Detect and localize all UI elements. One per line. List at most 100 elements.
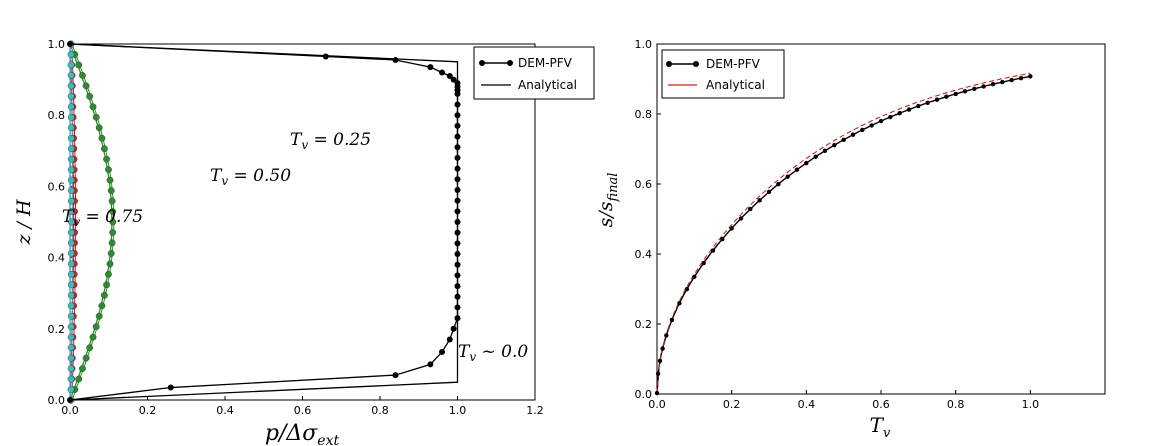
- left-legend-dem-marker-2: [507, 60, 513, 66]
- dem-point: [67, 281, 75, 289]
- dem-point: [67, 51, 75, 58]
- dem-point: [67, 344, 75, 352]
- dem-point-tv0: [454, 304, 461, 311]
- dem-point: [92, 323, 100, 331]
- right-y-tick-label: 0.0: [635, 388, 653, 401]
- dem-point: [67, 239, 75, 247]
- analytical-settlement-curve: [656, 72, 1031, 394]
- dem-settlement-point: [757, 198, 762, 203]
- annotation-tv-075: Tv = 0.75: [62, 207, 143, 229]
- dem-point: [100, 291, 108, 299]
- dem-point: [67, 302, 75, 310]
- dem-point-tv0: [454, 197, 461, 204]
- dem-point: [67, 134, 75, 142]
- dem-point: [67, 92, 75, 100]
- dem-point: [95, 124, 103, 132]
- dem-point: [109, 208, 117, 215]
- left-x-tick-label: 1.0: [449, 404, 467, 417]
- dem-point: [67, 166, 75, 174]
- dem-point: [67, 124, 75, 132]
- dem-point-tv0: [454, 240, 461, 247]
- dem-point: [67, 260, 75, 268]
- dem-point-tv0: [454, 112, 461, 119]
- dem-point-tv0: [454, 101, 461, 108]
- dem-point-tv0: [67, 41, 73, 47]
- dem-point: [108, 197, 116, 205]
- left-x-tick-label: 0.8: [371, 404, 389, 417]
- dem-point: [109, 218, 117, 226]
- dem-settlement-point: [990, 81, 996, 87]
- annotation-tv-025: Tv = 0.25: [290, 130, 371, 152]
- right-y-tick-label: 0.2: [635, 318, 653, 331]
- right-x-tick-label: 0.6: [872, 398, 890, 411]
- dem-point: [67, 323, 75, 331]
- dem-point-tv0: [454, 208, 461, 215]
- dem-point-tv0: [454, 186, 461, 193]
- dem-settlement-point: [1009, 77, 1014, 83]
- dem-point-tv0: [427, 361, 434, 368]
- right-legend-box: [661, 49, 785, 99]
- dem-point-tv0: [67, 397, 73, 403]
- dem-settlement-point: [925, 100, 930, 105]
- left-x-axis-label: p/Δσext: [265, 421, 340, 446]
- left-legend-dem-marker-1: [479, 60, 485, 66]
- dem-settlement-point: [729, 226, 734, 231]
- dem-settlement-point: [934, 97, 940, 102]
- left-x-tick-label: 0.6: [294, 404, 312, 417]
- dem-point: [75, 375, 83, 383]
- dem-point-tv0: [450, 76, 457, 83]
- dem-point-tv0: [454, 229, 461, 236]
- dem-point: [67, 312, 75, 320]
- dem-point: [86, 344, 94, 352]
- dem-point: [67, 208, 75, 215]
- left-x-tick-label: 1.2: [526, 404, 544, 417]
- dem-point: [67, 218, 75, 226]
- dem-point-tv0: [427, 64, 434, 71]
- dem-settlement-point: [794, 167, 800, 172]
- dem-point: [67, 187, 75, 194]
- dem-settlement-point: [944, 94, 949, 99]
- dem-point: [106, 260, 114, 268]
- dem-point: [109, 229, 117, 236]
- dem-point-tv0: [454, 133, 461, 140]
- dem-settlement-point: [1018, 75, 1024, 81]
- dem-settlement-point: [766, 189, 772, 195]
- dem-settlement-point: [953, 91, 958, 97]
- right-y-tick-label: 0.4: [635, 248, 653, 261]
- annotation-tv-00: Tv ~ 0.0: [458, 342, 528, 364]
- dem-settlement-point: [738, 216, 744, 221]
- dem-settlement-point: [657, 358, 663, 364]
- right-legend: DEM-PFV Analytical: [661, 49, 785, 99]
- dem-settlement-point: [710, 248, 716, 253]
- dem-point: [67, 270, 75, 278]
- right-x-tick-label: 0.2: [723, 398, 741, 411]
- dem-point-tv0: [454, 315, 461, 322]
- dem-settlement-point: [669, 317, 675, 323]
- dem-point-tv0: [446, 73, 453, 80]
- dem-settlement-point: [1028, 74, 1033, 79]
- dem-point: [92, 113, 100, 121]
- right-curves: [654, 72, 1033, 396]
- dem-point-tv0: [454, 122, 461, 129]
- dem-point: [67, 72, 75, 79]
- dem-point: [82, 354, 90, 362]
- dem-point: [106, 176, 114, 184]
- dem-settlement-point: [962, 89, 968, 94]
- dem-point: [105, 166, 112, 174]
- left-curves: [67, 40, 461, 404]
- right-y-tick-labels: 0.0 0.2 0.4 0.6 0.8 1.0: [635, 38, 661, 401]
- dem-point: [98, 134, 106, 142]
- left-x-tick-label: 0.4: [216, 404, 234, 417]
- dem-point: [75, 61, 83, 69]
- dem-settlement-point: [785, 174, 790, 179]
- dem-point: [89, 103, 97, 111]
- dem-point: [67, 176, 75, 184]
- dem-settlement-point: [813, 154, 818, 159]
- dem-settlement-point: [748, 206, 753, 212]
- dem-settlement-point: [906, 107, 912, 112]
- dem-settlement-point: [804, 160, 809, 166]
- left-y-tick-label: 0.2: [48, 323, 66, 336]
- dem-point-tv0: [454, 251, 461, 258]
- dem-point: [67, 386, 75, 393]
